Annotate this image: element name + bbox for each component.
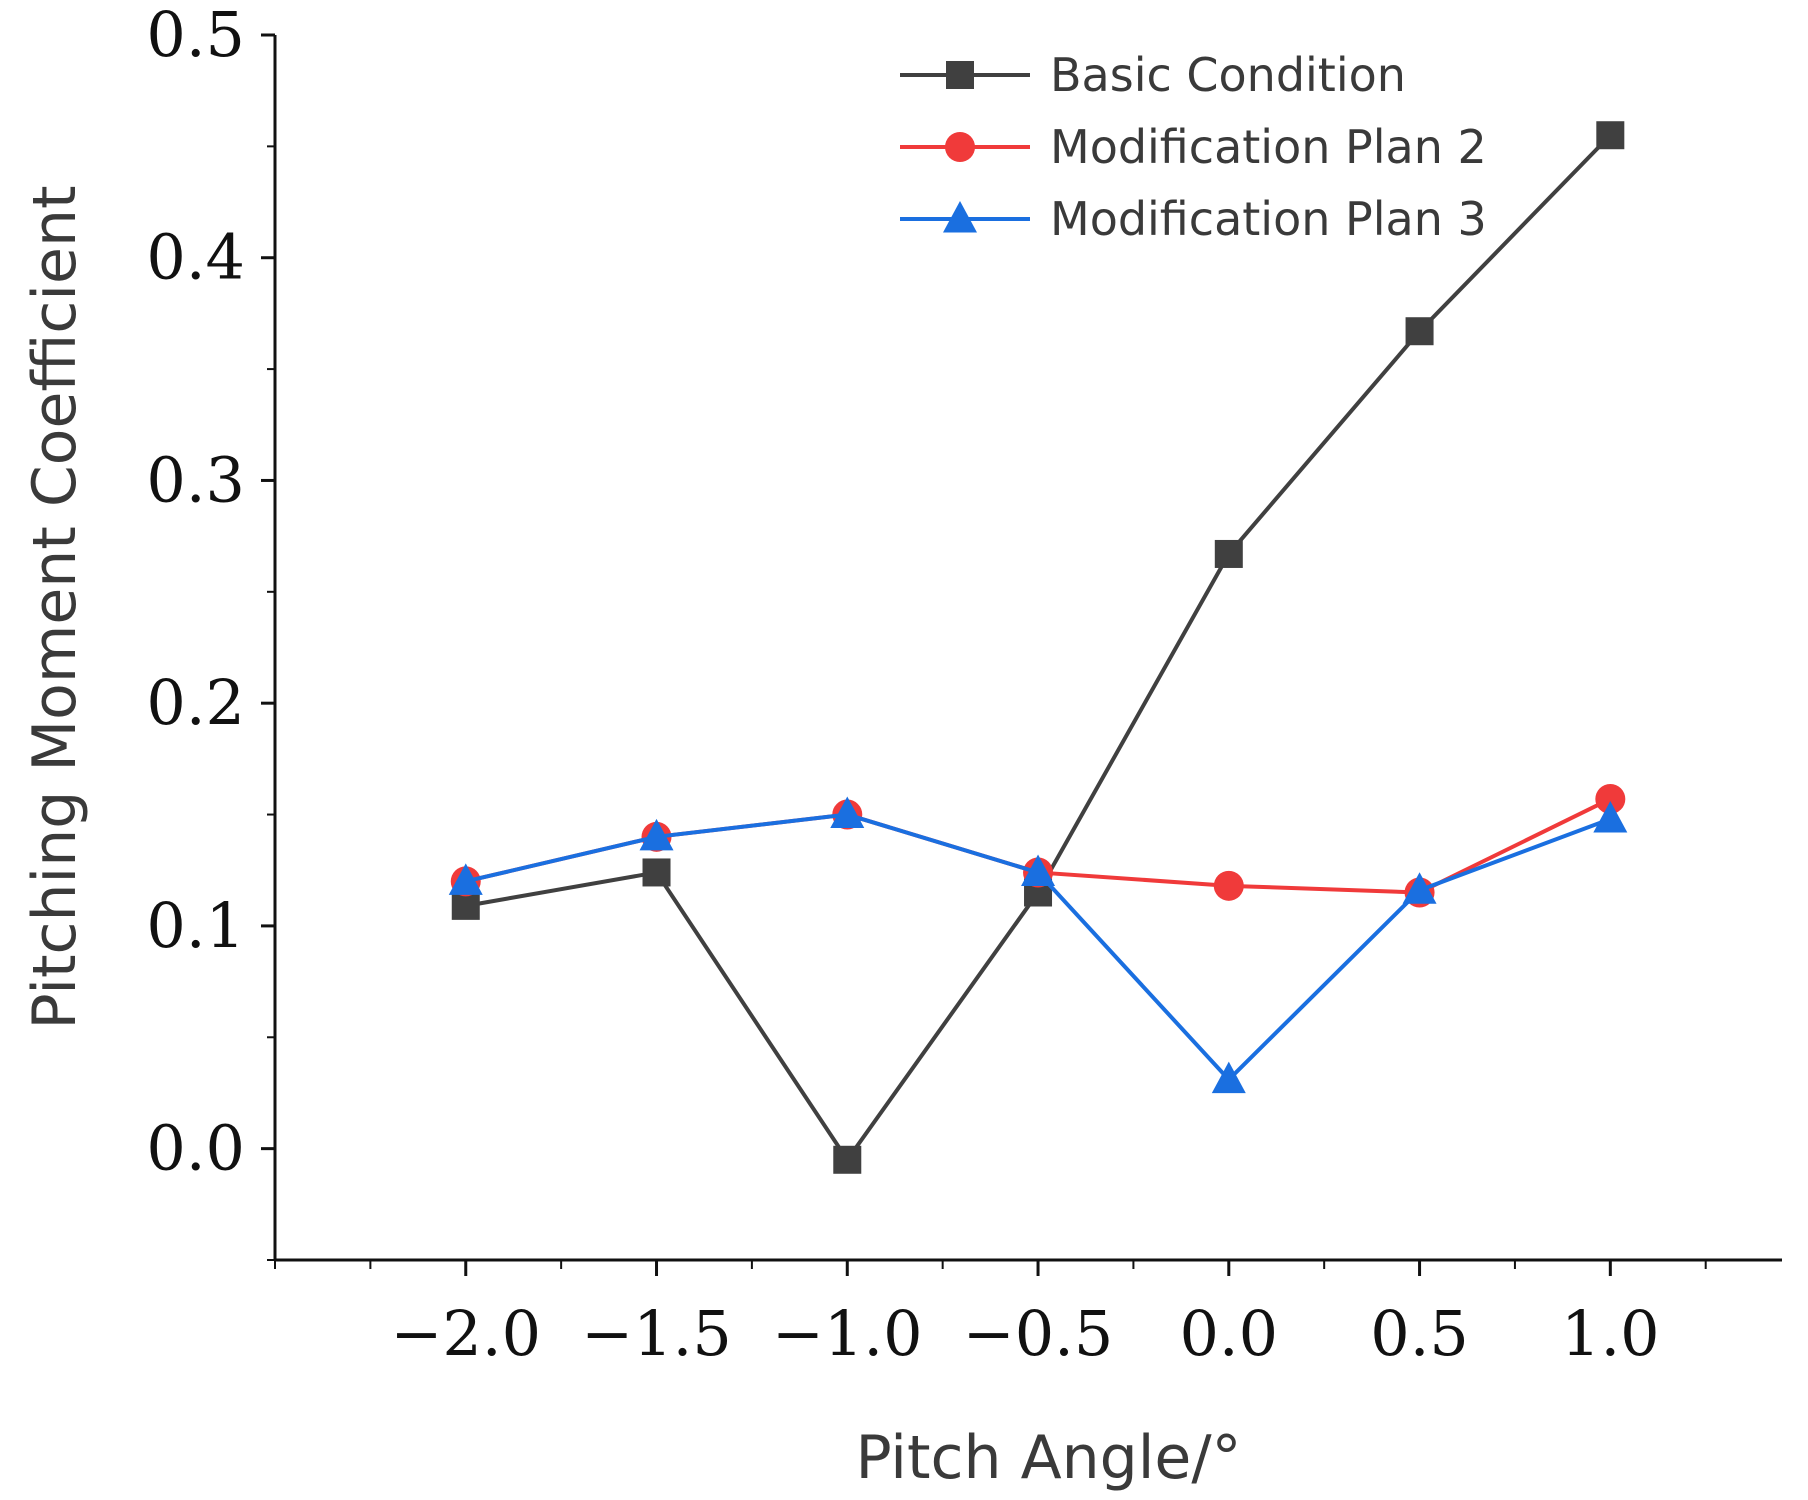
legend-item: Modification Plan 2 (900, 120, 1487, 174)
series-3 (448, 796, 1628, 1094)
data-point (1211, 1061, 1246, 1094)
data-point (1596, 121, 1625, 150)
data-point (833, 1145, 862, 1174)
x-tick-label: −0.5 (963, 1297, 1114, 1370)
legend-marker (943, 201, 977, 233)
data-point (830, 796, 865, 829)
series-line (465, 133, 1612, 1164)
x-axis-title: Pitch Angle/° (855, 1423, 1241, 1493)
x-tick-label: 0.5 (1370, 1297, 1469, 1370)
y-axis-title: Pitching Moment Coefficient (20, 185, 90, 1029)
data-point (448, 863, 483, 895)
series-line (465, 812, 1612, 1083)
legend: Basic Condition Modification Plan 2 Modifi… (900, 48, 1487, 246)
x-tick-label: 0.0 (1179, 1297, 1278, 1370)
x-tick-label: −1.0 (772, 1297, 923, 1370)
data-point (1405, 317, 1434, 346)
data-point (639, 818, 674, 851)
y-tick-label: 0.0 (146, 1112, 245, 1185)
data-point (1593, 801, 1628, 833)
series-1 (451, 121, 1625, 1174)
data-point (1402, 872, 1437, 904)
y-tick-label: 0.3 (146, 443, 245, 516)
legend-item: Basic Condition (900, 48, 1406, 102)
data-point (1021, 854, 1056, 886)
legend-marker (946, 61, 974, 89)
axes: 0.0 0.1 0.2 0.3 0.4 0.5 −2.0 −1.5 −1.0 −0.5 0.0 0.5… (146, 0, 1782, 1370)
data-point (451, 891, 480, 920)
data-point (1595, 783, 1626, 814)
series-layer (448, 121, 1628, 1174)
legend-label: Modification Plan 3 (1050, 192, 1487, 246)
y-tick-label: 0.1 (146, 889, 245, 962)
x-tick-label: 1.0 (1561, 1297, 1660, 1370)
data-point (642, 858, 671, 887)
legend-label: Basic Condition (1050, 48, 1406, 102)
y-tick-label: 0.5 (146, 0, 245, 71)
legend-item: Modification Plan 3 (900, 192, 1487, 246)
data-point (1213, 870, 1244, 901)
y-tick-label: 0.4 (146, 221, 245, 294)
legend-marker (945, 132, 975, 162)
x-tick-label: −2.0 (390, 1297, 541, 1370)
data-point (1214, 539, 1243, 568)
legend-label: Modification Plan 2 (1050, 120, 1487, 174)
x-tick-label: −1.5 (581, 1297, 732, 1370)
y-tick-label: 0.2 (146, 666, 245, 739)
